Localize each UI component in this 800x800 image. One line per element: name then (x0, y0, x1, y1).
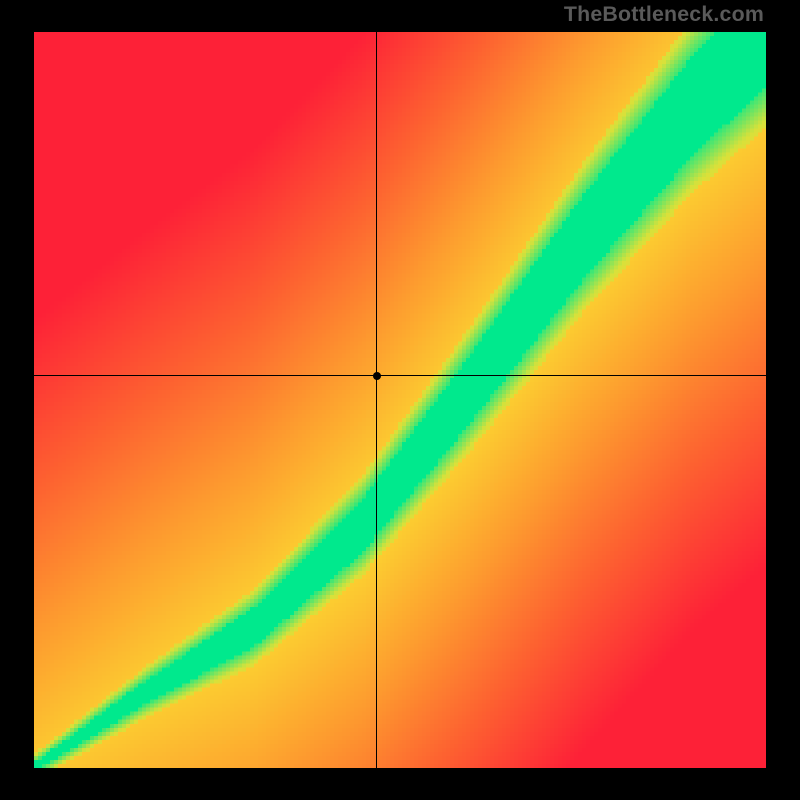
bottleneck-heatmap-stage: TheBottleneck.com (0, 0, 800, 800)
heatmap-canvas (34, 32, 766, 768)
watermark-text: TheBottleneck.com (564, 2, 764, 27)
